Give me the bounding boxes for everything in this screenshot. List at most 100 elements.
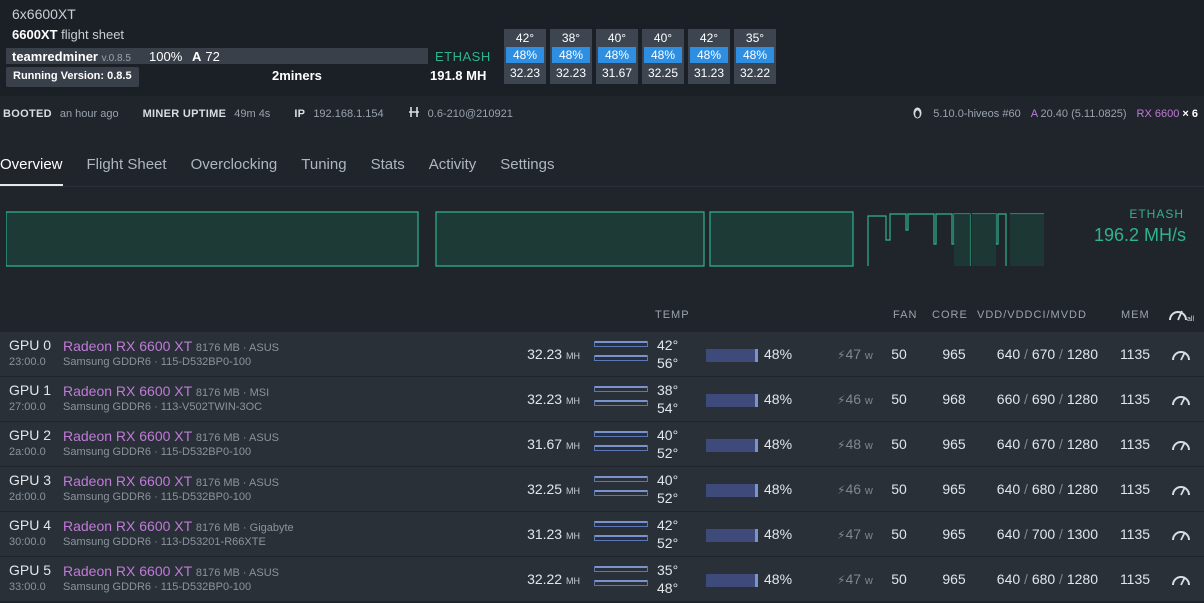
mem-temp: 56° bbox=[657, 355, 679, 371]
power-value: 47 bbox=[845, 571, 862, 587]
gpu-tile-temp: 38° bbox=[561, 31, 581, 45]
gpu-hash-value: 32.22 bbox=[527, 571, 563, 587]
flight-sheet-label[interactable]: 6600XT flight sheet bbox=[12, 27, 124, 42]
temp-bars bbox=[594, 386, 648, 414]
fan-value: 50 bbox=[891, 481, 907, 497]
speedometer-icon[interactable] bbox=[1170, 526, 1192, 542]
booted-label: BOOTED bbox=[3, 107, 52, 120]
table-row[interactable]: GPU 4 30:00.0 Radeon RX 6600 XT 8176 MB … bbox=[0, 511, 1204, 556]
graph-algo-label: ETHASH bbox=[1129, 207, 1184, 221]
power-unit: w bbox=[864, 485, 873, 497]
mem-clock: 1135 bbox=[1119, 346, 1151, 362]
gpu-tile-hash: 31.67 bbox=[601, 66, 633, 80]
table-row[interactable]: GPU 0 23:00.0 Radeon RX 6600 XT 8176 MB … bbox=[0, 331, 1204, 376]
core-temp: 40° bbox=[657, 472, 679, 488]
gpu-hash-unit: MH bbox=[566, 486, 580, 496]
hive-version: 0.6-210@210921 bbox=[427, 107, 513, 120]
vddci: 670 bbox=[1031, 346, 1056, 362]
fan-bar bbox=[706, 349, 758, 362]
tab-settings[interactable]: Settings bbox=[500, 156, 555, 173]
gpu-tile[interactable]: 35° 48% 32.22 bbox=[734, 29, 776, 84]
vdd: 640 bbox=[996, 526, 1021, 542]
gpu-hash-unit: MH bbox=[566, 396, 580, 406]
mvdd: 1300 bbox=[1066, 526, 1098, 542]
gpu-tile[interactable]: 42° 48% 31.23 bbox=[688, 29, 730, 84]
bolt-icon: ⚡ bbox=[837, 348, 846, 362]
speedometer-icon[interactable] bbox=[1170, 436, 1192, 452]
accepted-label: A bbox=[192, 49, 202, 64]
gpu-tile[interactable]: 40° 48% 32.25 bbox=[642, 29, 684, 84]
gpu-id: GPU 2 bbox=[9, 427, 52, 443]
tab-tuning[interactable]: Tuning bbox=[301, 156, 347, 173]
mvdd: 1280 bbox=[1066, 391, 1098, 407]
vdd: 640 bbox=[996, 346, 1021, 362]
accepted-count: 72 bbox=[205, 49, 220, 64]
speedometer-icon[interactable] bbox=[1170, 391, 1192, 407]
hashrate-graph[interactable] bbox=[6, 210, 1046, 268]
vdd-values: 640 / 670 / 1280 bbox=[996, 346, 1098, 362]
tab-overclocking[interactable]: Overclocking bbox=[190, 156, 278, 173]
tab-stats[interactable]: Stats bbox=[370, 156, 405, 173]
gpu-tile[interactable]: 40° 48% 31.67 bbox=[596, 29, 638, 84]
gpu-tile-temp: 42° bbox=[515, 31, 535, 45]
gpu-model-summary: RX 6600 bbox=[1136, 108, 1180, 120]
gpu-tile-temp: 42° bbox=[699, 31, 719, 45]
table-row[interactable]: GPU 5 33:00.0 Radeon RX 6600 XT 8176 MB … bbox=[0, 556, 1204, 601]
miner-bar[interactable]: teamredminer v.0.8.5 100% A 72 bbox=[6, 48, 428, 64]
core-temp: 42° bbox=[657, 337, 679, 353]
miner-version: v.0.8.5 bbox=[101, 53, 131, 64]
power-value: 48 bbox=[845, 436, 862, 452]
table-row[interactable]: GPU 1 27:00.0 Radeon RX 6600 XT 8176 MB … bbox=[0, 376, 1204, 421]
table-row[interactable]: GPU 3 2d:00.0 Radeon RX 6600 XT 8176 MB … bbox=[0, 466, 1204, 511]
graph-hashrate: 196.2 MH/s bbox=[1093, 225, 1186, 245]
vdd-values: 660 / 690 / 1280 bbox=[996, 391, 1098, 407]
temp-bars bbox=[594, 476, 648, 504]
gpu-model: Radeon RX 6600 XT 8176 MB · ASUS bbox=[63, 428, 279, 444]
speedometer-icon[interactable] bbox=[1170, 481, 1192, 497]
gpu-tile[interactable]: 38° 48% 32.23 bbox=[550, 29, 592, 84]
gpu-id: GPU 0 bbox=[9, 337, 52, 353]
speedometer-icon[interactable] bbox=[1170, 346, 1192, 362]
vdd-values: 640 / 670 / 1280 bbox=[996, 436, 1098, 452]
kernel-version: 5.10.0-hiveos #60 bbox=[933, 108, 1021, 120]
fan-bar bbox=[706, 484, 758, 497]
core-temp-bar bbox=[594, 521, 648, 527]
gpu-memory: Samsung GDDR6 · 113-V502TWIN-3OC bbox=[63, 401, 263, 413]
penguin-icon bbox=[912, 106, 923, 122]
gpu-hashrate: 32.25 MH bbox=[480, 481, 580, 497]
mvdd: 1280 bbox=[1066, 571, 1098, 587]
vddci: 700 bbox=[1031, 526, 1056, 542]
booted-value: an hour ago bbox=[59, 107, 119, 120]
gpu-tile-temp: 40° bbox=[607, 31, 627, 45]
tab-activity[interactable]: Activity bbox=[428, 156, 477, 173]
vddci: 680 bbox=[1031, 481, 1056, 497]
tab-overview[interactable]: Overview bbox=[0, 156, 63, 186]
oc-all-speedometer-icon[interactable]: all bbox=[1168, 306, 1196, 322]
vddci: 690 bbox=[1031, 391, 1056, 407]
speedometer-icon[interactable] bbox=[1170, 571, 1192, 587]
gpu-tile-temp: 40° bbox=[653, 31, 673, 45]
table-row[interactable]: GPU 2 2a:00.0 Radeon RX 6600 XT 8176 MB … bbox=[0, 421, 1204, 466]
mem-temp: 52° bbox=[657, 445, 679, 461]
tab-flight-sheet[interactable]: Flight Sheet bbox=[86, 156, 167, 173]
gpu-power: ⚡46 w bbox=[837, 481, 873, 497]
gpu-memory: Samsung GDDR6 · 115-D532BP0-100 bbox=[63, 491, 252, 503]
gpu-temps: 35° 48° bbox=[657, 561, 678, 597]
mem-temp: 54° bbox=[657, 400, 679, 416]
gpu-model: Radeon RX 6600 XT 8176 MB · Gigabyte bbox=[63, 518, 294, 534]
power-value: 46 bbox=[845, 481, 862, 497]
mem-temp-bar bbox=[594, 535, 648, 541]
accepted-shares: A 72 bbox=[192, 49, 220, 64]
gpu-bus: 30:00.0 bbox=[9, 536, 46, 548]
gpu-tile-temp: 35° bbox=[745, 31, 765, 45]
gpu-model: Radeon RX 6600 XT 8176 MB · MSI bbox=[63, 383, 269, 399]
gpu-tile[interactable]: 42° 48% 32.23 bbox=[504, 29, 546, 84]
gpu-details: 8176 MB · MSI bbox=[195, 387, 270, 399]
gpu-model: Radeon RX 6600 XT 8176 MB · ASUS bbox=[63, 473, 279, 489]
miner-name: teamredminer v.0.8.5 bbox=[12, 49, 131, 64]
fan-bar bbox=[706, 394, 758, 407]
gpu-power: ⚡47 w bbox=[837, 571, 873, 587]
vdd: 640 bbox=[996, 571, 1021, 587]
gpu-memory: Samsung GDDR6 · 113-D53201-R66XTE bbox=[63, 536, 266, 548]
gpu-hash-value: 32.23 bbox=[527, 346, 563, 362]
